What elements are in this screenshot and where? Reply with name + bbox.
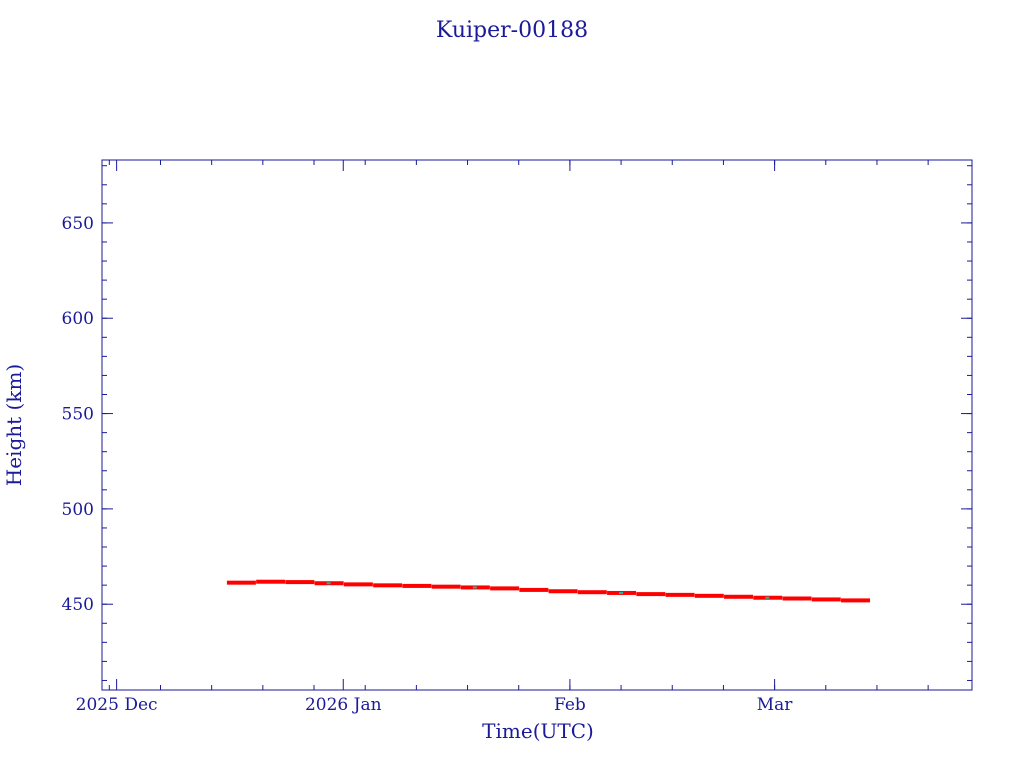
data-point-marker bbox=[853, 599, 858, 602]
y-tick-label: 550 bbox=[62, 405, 94, 425]
data-point-marker bbox=[560, 590, 565, 593]
y-tick-label: 600 bbox=[62, 309, 94, 329]
data-point-marker bbox=[706, 594, 711, 597]
data-point-marker bbox=[385, 584, 390, 587]
data-point-marker bbox=[765, 596, 770, 599]
data-point-marker bbox=[794, 597, 799, 600]
data-point-marker bbox=[268, 580, 273, 583]
data-point-marker bbox=[589, 591, 594, 594]
x-axis-label: Time(UTC) bbox=[482, 719, 594, 743]
chart-title: Kuiper-00188 bbox=[436, 18, 588, 43]
y-axis-label: Height (km) bbox=[2, 364, 26, 486]
data-point-marker bbox=[531, 588, 536, 591]
data-point-marker bbox=[472, 586, 477, 589]
y-tick-label: 500 bbox=[62, 500, 94, 520]
data-point-marker bbox=[736, 595, 741, 598]
data-point-marker bbox=[443, 585, 448, 588]
data-point-marker bbox=[619, 591, 624, 594]
data-point-marker bbox=[502, 587, 507, 590]
data-point-marker bbox=[648, 593, 653, 596]
x-tick-label: Mar bbox=[757, 695, 794, 715]
data-point-marker bbox=[677, 593, 682, 596]
plot-frame bbox=[101, 159, 973, 691]
x-tick-label: 2026 Jan bbox=[305, 695, 382, 715]
x-tick-label: Feb bbox=[554, 695, 586, 715]
data-point-marker bbox=[297, 581, 302, 584]
y-tick-label: 450 bbox=[62, 595, 94, 615]
data-point-marker bbox=[414, 584, 419, 587]
data-point-marker bbox=[823, 598, 828, 601]
data-point-marker bbox=[238, 581, 243, 584]
data-point-marker bbox=[355, 583, 360, 586]
data-point-marker bbox=[326, 582, 331, 585]
y-tick-label: 650 bbox=[62, 214, 94, 234]
x-tick-label: 2025 Dec bbox=[76, 695, 158, 715]
